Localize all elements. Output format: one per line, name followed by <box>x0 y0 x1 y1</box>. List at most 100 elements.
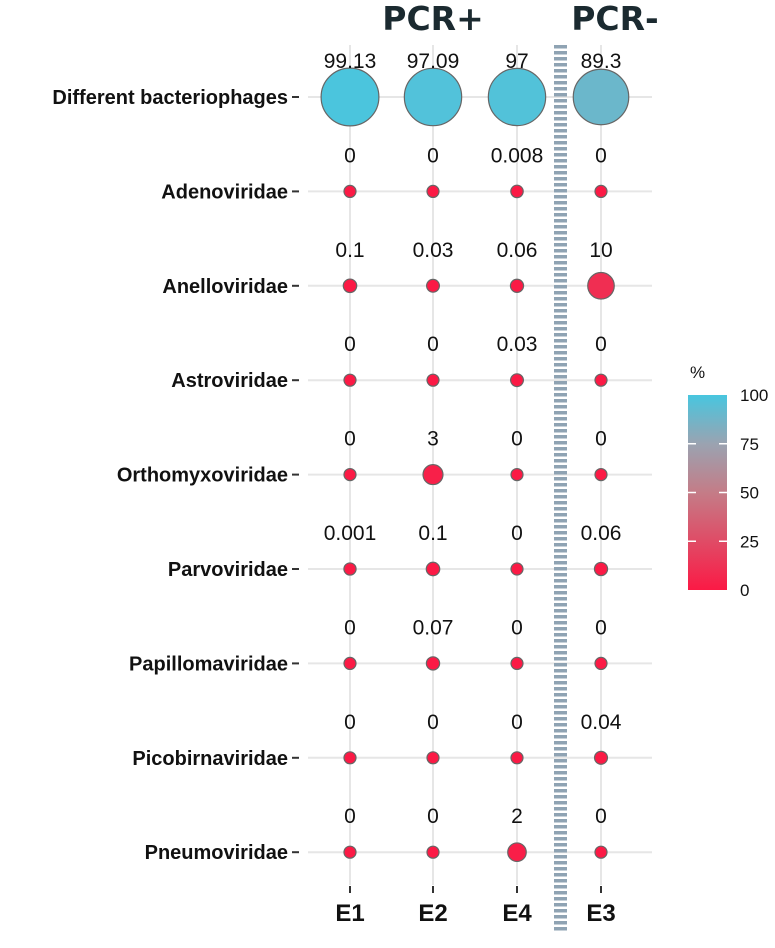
value-label: 10 <box>589 239 612 262</box>
divider-dash <box>554 729 567 733</box>
value-label: 3 <box>427 428 439 451</box>
divider-dash <box>554 531 567 535</box>
divider-dash <box>554 285 567 289</box>
color-legend: % 100 75 50 25 0 <box>688 363 768 600</box>
divider-dash <box>554 609 567 613</box>
divider-dash <box>554 321 567 325</box>
divider-dash <box>554 921 567 925</box>
bubble <box>510 751 524 765</box>
divider-dash <box>554 867 567 871</box>
divider-dash <box>554 801 567 805</box>
divider-dash <box>554 93 567 97</box>
divider-dash <box>554 603 567 607</box>
divider-dash <box>554 567 567 571</box>
value-label: 0.001 <box>324 522 377 545</box>
divider-dash <box>554 261 567 265</box>
divider-dash <box>554 441 567 445</box>
divider-dash <box>554 447 567 451</box>
divider-dash <box>554 315 567 319</box>
divider-dash <box>554 627 567 631</box>
value-label: 0 <box>595 428 607 451</box>
value-label: 0 <box>344 144 356 167</box>
divider-dash <box>554 843 567 847</box>
divider-dash <box>554 69 567 73</box>
bubble <box>343 751 357 765</box>
bubble <box>587 271 615 300</box>
divider-dash <box>554 885 567 889</box>
divider-dash <box>554 723 567 727</box>
divider-dash <box>554 747 567 751</box>
divider-dash <box>554 489 567 493</box>
legend-tick-label: 50 <box>740 484 759 503</box>
divider-dash <box>554 429 567 433</box>
bubble <box>594 468 608 482</box>
x-tick-label: E2 <box>418 900 447 927</box>
divider-dash <box>554 243 567 247</box>
bubble <box>593 750 609 765</box>
value-label: 97 <box>505 50 528 73</box>
divider-dash <box>554 303 567 307</box>
bubble <box>342 278 358 294</box>
divider-dash <box>554 393 567 397</box>
value-label: 0 <box>511 428 523 451</box>
divider-dash <box>554 207 567 211</box>
legend-tick-label: 25 <box>740 532 759 551</box>
divider-dash <box>554 717 567 721</box>
value-label: 0 <box>344 805 356 828</box>
value-label: 0 <box>511 616 523 639</box>
divider-dash <box>554 657 567 661</box>
divider-dash <box>554 597 567 601</box>
divider-dash <box>554 927 567 931</box>
divider-dash <box>554 279 567 283</box>
divider-dash <box>554 741 567 745</box>
bubble <box>426 751 440 765</box>
divider-dash <box>554 45 567 49</box>
bubble <box>403 67 463 127</box>
value-label: 97.09 <box>407 50 460 73</box>
value-label: 0 <box>344 428 356 451</box>
value-label: 0.1 <box>418 522 447 545</box>
divider-dash <box>554 909 567 913</box>
value-label: 0 <box>344 333 356 356</box>
divider-dash <box>554 837 567 841</box>
bubble <box>593 561 609 577</box>
value-label: 0.008 <box>491 144 544 167</box>
value-label: 0 <box>344 616 356 639</box>
divider-dash <box>554 363 567 367</box>
divider-dash <box>554 345 567 349</box>
divider-dash <box>554 789 567 793</box>
divider-dash <box>554 765 567 769</box>
divider-dash <box>554 831 567 835</box>
divider-dash <box>554 465 567 469</box>
divider-dash <box>554 111 567 115</box>
bubble <box>320 67 380 127</box>
divider-dash <box>554 549 567 553</box>
bubble <box>507 842 527 863</box>
divider-dash <box>554 507 567 511</box>
divider-dash <box>554 267 567 271</box>
divider-dash <box>554 255 567 259</box>
divider-dash <box>554 915 567 919</box>
divider-dash <box>554 135 567 139</box>
bubble <box>572 68 630 126</box>
value-label: 0 <box>427 805 439 828</box>
bubble <box>510 562 524 576</box>
divider-dash <box>554 357 567 361</box>
divider-dash <box>554 483 567 487</box>
divider-dash <box>554 153 567 157</box>
value-label: 0.06 <box>581 522 622 545</box>
bubble <box>509 278 525 293</box>
divider-dash <box>554 711 567 715</box>
divider-dash <box>554 699 567 703</box>
divider-dash <box>554 903 567 907</box>
divider-dash <box>554 171 567 175</box>
divider-dash <box>554 705 567 709</box>
divider-dash <box>554 771 567 775</box>
divider-dash <box>554 219 567 223</box>
divider-dash <box>554 855 567 859</box>
divider-dash <box>554 555 567 559</box>
y-tick-label: Picobirnaviridae <box>132 748 288 770</box>
divider-dash <box>554 519 567 523</box>
legend-tick-label: 100 <box>740 386 768 405</box>
